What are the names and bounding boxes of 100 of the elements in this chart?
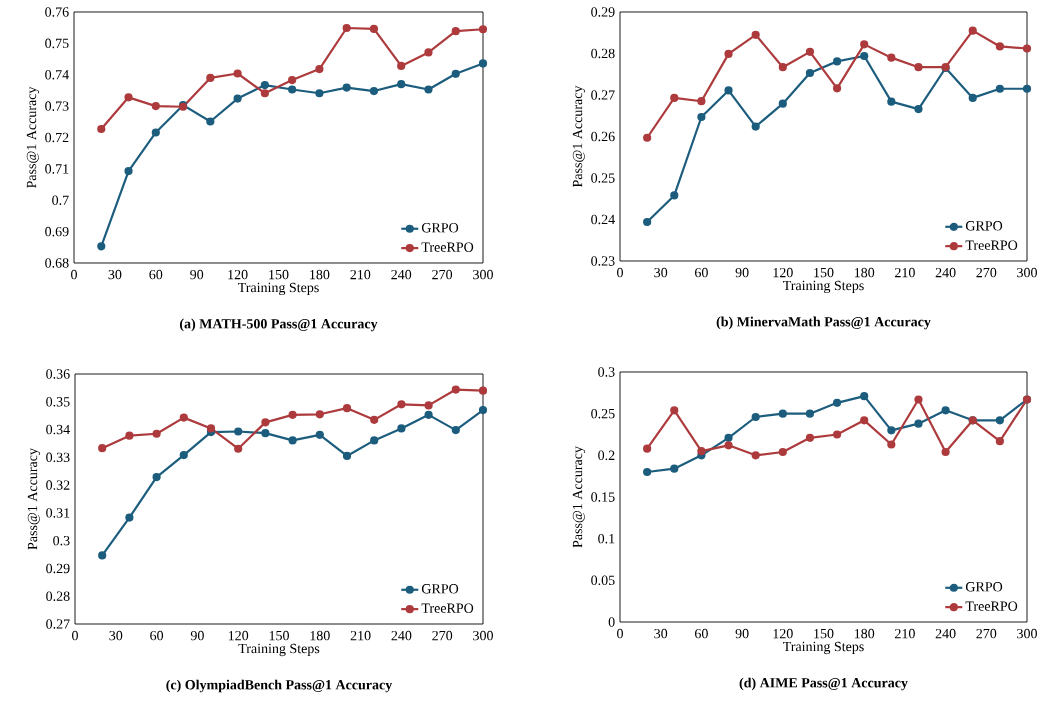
- x-tick-label: 240: [935, 628, 956, 639]
- point: [1022, 44, 1032, 53]
- y-tick-label: 0.2: [598, 450, 615, 461]
- point: [451, 69, 460, 78]
- y-tick-label: 0.7: [52, 195, 69, 205]
- x-tick-label: 120: [773, 628, 793, 639]
- point: [424, 85, 433, 94]
- point: [397, 400, 406, 409]
- x-tick-label: 30: [109, 630, 123, 641]
- legend-label: TreeRPO: [965, 601, 1018, 611]
- point: [887, 97, 896, 106]
- point: [751, 122, 760, 131]
- point: [288, 410, 297, 419]
- text: (b) MinervaMath Pass@1 Accuracy: [716, 316, 931, 330]
- point: [1022, 84, 1032, 93]
- point: [342, 404, 352, 413]
- x-tick-label: 0: [71, 269, 77, 280]
- x-tick-label: 150: [269, 630, 289, 641]
- point: [670, 191, 679, 200]
- x-tick-label: 90: [735, 628, 749, 639]
- point: [179, 413, 188, 422]
- point: [451, 385, 460, 394]
- point: [98, 551, 107, 560]
- legend-label: GRPO: [421, 584, 459, 594]
- x-tick-label: 210: [350, 630, 371, 641]
- point: [670, 406, 679, 415]
- point: [478, 386, 488, 395]
- y-tick-label: 0.34: [46, 424, 70, 435]
- y-tick-label: 0.75: [45, 38, 69, 49]
- x-tick-label: 60: [149, 269, 163, 280]
- y-tick-label: 0.25: [591, 173, 615, 183]
- point: [125, 431, 134, 440]
- point: [914, 63, 923, 72]
- point: [98, 444, 107, 453]
- y-tick-label: 0.23: [591, 256, 615, 266]
- point: [370, 415, 379, 424]
- point: [643, 217, 652, 227]
- point: [914, 419, 923, 428]
- point: [832, 430, 842, 439]
- point: [751, 451, 760, 460]
- point: [751, 412, 760, 422]
- point: [724, 49, 733, 59]
- x-tick-label: 180: [310, 269, 330, 280]
- x-tick-label: 180: [310, 630, 330, 641]
- y-tick-label: 0: [608, 617, 615, 627]
- y-tick-label: 0.28: [591, 48, 615, 59]
- x-tick-label: 120: [773, 267, 793, 278]
- x-tick-label: 300: [1017, 628, 1037, 639]
- point: [478, 406, 488, 415]
- point: [315, 410, 324, 419]
- point: [233, 94, 242, 103]
- point: [233, 69, 242, 78]
- point: [914, 395, 923, 404]
- y-tick-label: 0.28: [46, 591, 70, 601]
- y-axis-title: Pass@1 Accuracy: [572, 446, 586, 548]
- text: (d) AIME Pass@1 Accuracy: [739, 677, 908, 691]
- point: [724, 86, 733, 95]
- y-tick-label: 0.05: [591, 575, 615, 586]
- point: [260, 81, 269, 90]
- y-tick-label: 0.36: [46, 369, 70, 379]
- x-tick-label: 90: [190, 630, 204, 641]
- point: [805, 409, 815, 418]
- point: [995, 437, 1004, 446]
- x-tick-label: 30: [654, 267, 668, 278]
- x-tick-label: 210: [895, 267, 915, 278]
- y-tick-label: 0.68: [45, 258, 69, 268]
- point: [805, 433, 815, 442]
- point: [124, 93, 133, 102]
- point: [778, 99, 787, 108]
- point: [397, 61, 406, 71]
- y-axis-title: Pass@1 Accuracy: [572, 85, 586, 188]
- y-tick-label: 0.76: [45, 7, 69, 17]
- point: [261, 418, 270, 427]
- x-tick-label: 270: [432, 630, 453, 641]
- x-tick-label: 120: [228, 269, 248, 280]
- x-tick-label: 240: [391, 269, 412, 280]
- point: [369, 24, 379, 34]
- y-axis-title: Pass@1 Accuracy: [26, 86, 40, 189]
- point: [97, 242, 106, 251]
- point: [697, 112, 706, 122]
- x-tick-label: 60: [695, 267, 708, 278]
- y-tick-label: 0.29: [46, 563, 70, 574]
- x-tick-label: 300: [473, 630, 493, 641]
- point: [397, 424, 406, 433]
- y-tick-label: 0.29: [591, 7, 615, 17]
- x-tick-label: 90: [735, 267, 749, 278]
- x-tick-label: 120: [228, 630, 249, 641]
- x-tick-label: 150: [814, 628, 834, 639]
- x-axis-title: Training Steps: [782, 280, 864, 294]
- point: [206, 117, 215, 126]
- point: [206, 424, 216, 433]
- point: [288, 436, 297, 445]
- point: [805, 68, 815, 78]
- point: [832, 398, 842, 407]
- point: [968, 93, 977, 102]
- point: [643, 133, 652, 142]
- point: [124, 166, 133, 176]
- x-tick-label: 30: [654, 628, 668, 639]
- x-tick-label: 240: [391, 630, 412, 641]
- legend-label: TreeRPO: [421, 242, 474, 252]
